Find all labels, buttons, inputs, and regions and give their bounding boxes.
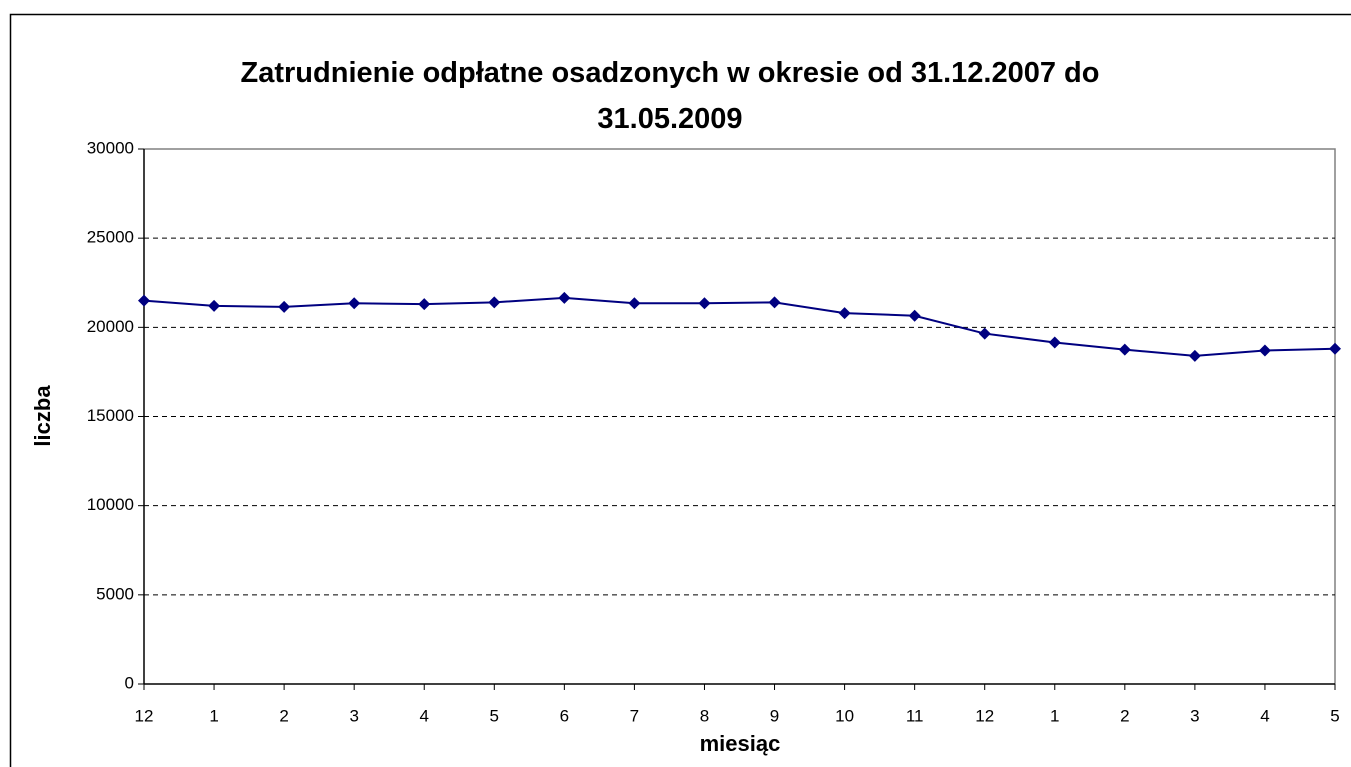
x-tick-label: 7 xyxy=(630,706,639,725)
x-tick-label: 9 xyxy=(770,706,779,725)
data-point xyxy=(978,327,991,340)
data-point xyxy=(1048,336,1061,349)
data-point xyxy=(208,299,221,312)
chart-frame xyxy=(9,13,1351,767)
x-tick-label: 10 xyxy=(835,706,854,725)
data-point xyxy=(838,307,851,320)
data-point xyxy=(1329,342,1341,355)
x-tick-label: 4 xyxy=(420,706,429,725)
data-point xyxy=(348,297,361,310)
x-tick-label: 3 xyxy=(1190,706,1199,725)
y-tick-label: 20000 xyxy=(87,317,134,336)
data-point xyxy=(488,296,501,309)
data-point xyxy=(1188,349,1201,362)
x-tick-label: 2 xyxy=(279,706,288,725)
data-point xyxy=(278,300,291,313)
x-tick-label: 3 xyxy=(349,706,358,725)
y-tick-label: 25000 xyxy=(87,228,134,247)
data-point xyxy=(1258,344,1271,357)
x-tick-label: 4 xyxy=(1260,706,1269,725)
y-tick-label: 0 xyxy=(125,673,134,692)
data-point xyxy=(698,297,711,310)
y-axis-label: liczba xyxy=(30,385,55,447)
x-tick-label: 12 xyxy=(135,706,154,725)
data-point xyxy=(768,296,781,309)
data-point xyxy=(628,297,641,310)
x-tick-label: 1 xyxy=(209,706,218,725)
data-point xyxy=(418,298,431,311)
series-line xyxy=(143,296,1336,357)
x-tick-label: 8 xyxy=(700,706,709,725)
x-tick-label: 12 xyxy=(975,706,994,725)
y-tick-label: 30000 xyxy=(87,138,134,157)
y-tick-label: 10000 xyxy=(87,495,134,514)
data-point xyxy=(908,309,921,322)
x-tick-label: 11 xyxy=(906,706,924,725)
x-tick-label: 1 xyxy=(1050,706,1059,725)
x-tick-label: 5 xyxy=(490,706,499,725)
x-tick-label: 5 xyxy=(1330,706,1339,725)
x-tick-label: 6 xyxy=(560,706,569,725)
x-tick-label: 2 xyxy=(1120,706,1129,725)
y-tick-label: 15000 xyxy=(87,406,134,425)
x-axis-label: miesiąc xyxy=(700,731,781,756)
chart-title: Zatrudnienie odpłatne osadzonych w okres… xyxy=(240,57,1100,135)
data-point xyxy=(138,294,150,307)
data-point xyxy=(1118,343,1131,356)
y-tick-label: 5000 xyxy=(96,584,134,603)
data-point xyxy=(558,291,571,304)
